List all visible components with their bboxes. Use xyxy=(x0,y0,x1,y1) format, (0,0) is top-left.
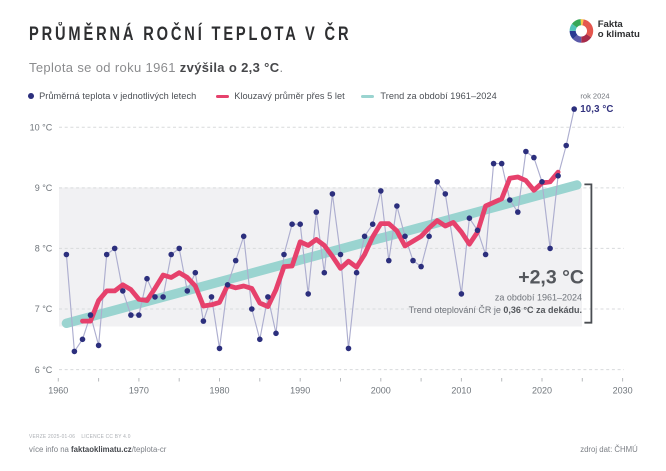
svg-text:rok 2024: rok 2024 xyxy=(580,92,609,101)
svg-text:6 °C: 6 °C xyxy=(35,365,53,375)
svg-text:2030: 2030 xyxy=(613,386,633,396)
svg-text:9 °C: 9 °C xyxy=(35,183,53,193)
svg-text:1960: 1960 xyxy=(48,386,68,396)
svg-text:2010: 2010 xyxy=(451,386,471,396)
svg-text:1970: 1970 xyxy=(129,386,149,396)
svg-text:2000: 2000 xyxy=(371,386,391,396)
svg-text:10 °C: 10 °C xyxy=(30,123,53,133)
svg-text:10,3 °C: 10,3 °C xyxy=(580,104,613,115)
svg-text:2020: 2020 xyxy=(532,386,552,396)
svg-text:Trend oteplování ČR je 0,36 °C: Trend oteplování ČR je 0,36 °C za dekádu… xyxy=(409,305,582,315)
svg-text:8 °C: 8 °C xyxy=(35,244,53,254)
svg-text:7 °C: 7 °C xyxy=(35,304,53,314)
svg-text:1990: 1990 xyxy=(290,386,310,396)
svg-text:za období 1961–2024: za období 1961–2024 xyxy=(495,292,582,302)
svg-text:+2,3 °C: +2,3 °C xyxy=(518,267,584,289)
svg-text:1980: 1980 xyxy=(209,386,229,396)
